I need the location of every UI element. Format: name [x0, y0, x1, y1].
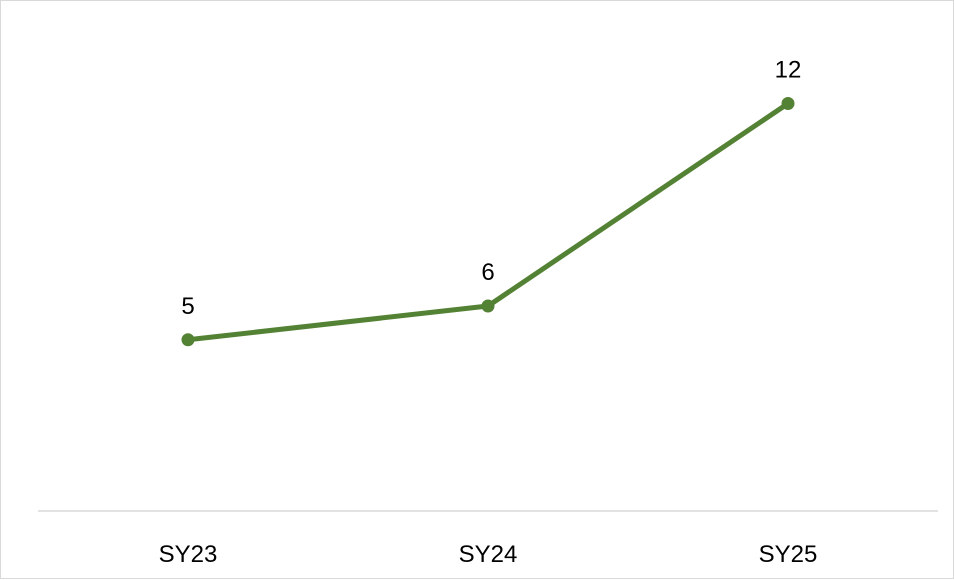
series-layer [181, 97, 795, 347]
x-tick-label-sy24: SY24 [459, 541, 518, 568]
data-label-sy25: 12 [775, 57, 802, 84]
tick-layer: SY23 SY24 SY25 [159, 541, 818, 568]
data-point-sy24 [481, 299, 495, 313]
data-label-sy23: 5 [181, 293, 194, 320]
data-point-sy25 [781, 97, 795, 110]
data-label-sy24: 6 [481, 259, 494, 286]
label-layer: 5 6 12 [181, 57, 801, 320]
x-tick-label-sy25: SY25 [759, 541, 818, 568]
x-tick-label-sy23: SY23 [159, 541, 218, 568]
data-point-sy23 [181, 333, 195, 347]
